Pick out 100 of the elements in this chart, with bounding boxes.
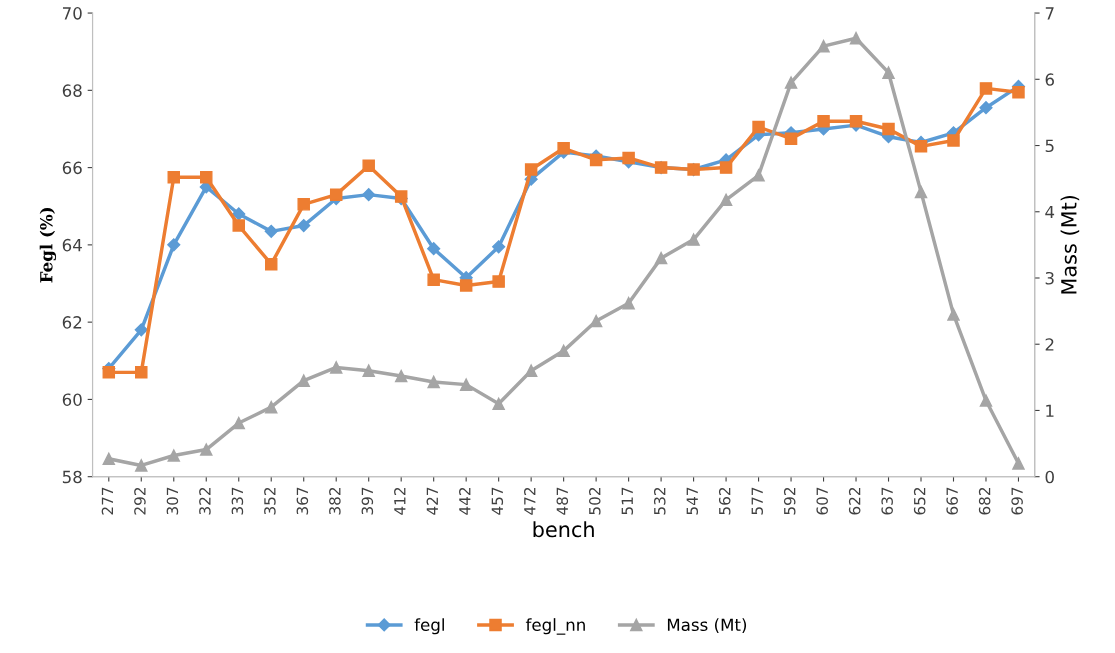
point bbox=[784, 76, 798, 89]
point bbox=[817, 39, 830, 53]
point bbox=[719, 161, 733, 174]
point bbox=[687, 233, 700, 246]
point bbox=[784, 132, 798, 145]
point bbox=[264, 224, 278, 238]
point bbox=[264, 257, 278, 271]
x-tick-label: 277 bbox=[101, 487, 114, 515]
point bbox=[297, 218, 311, 233]
x-tick-label: 352 bbox=[264, 487, 276, 515]
point bbox=[427, 273, 440, 286]
point bbox=[882, 122, 895, 136]
legend-label: fegl bbox=[414, 618, 444, 635]
x-tick-label: 322 bbox=[199, 487, 211, 515]
point bbox=[979, 82, 993, 95]
y-tick-label: 64 bbox=[62, 238, 82, 252]
point bbox=[329, 361, 343, 374]
x-tick-label: 427 bbox=[426, 487, 438, 515]
point bbox=[102, 452, 116, 466]
x-tick-label: 517 bbox=[621, 487, 634, 515]
y-tick-label: 62 bbox=[62, 316, 82, 329]
x-tick-label: 682 bbox=[978, 487, 991, 515]
x-tick-label: 532 bbox=[653, 487, 666, 515]
x-tick-label: 307 bbox=[166, 487, 179, 515]
x-tick-label: 622 bbox=[848, 487, 861, 515]
point bbox=[362, 188, 376, 202]
x-tick-label: 457 bbox=[491, 487, 504, 515]
x-tick-label: 382 bbox=[329, 487, 341, 515]
point bbox=[492, 397, 505, 411]
point bbox=[557, 142, 570, 155]
y2-tick-label: 1 bbox=[1046, 404, 1054, 417]
point bbox=[719, 193, 733, 207]
y2-tick-label: 7 bbox=[1045, 7, 1054, 20]
x-tick-label: 442 bbox=[459, 487, 471, 515]
point bbox=[947, 134, 960, 147]
point bbox=[849, 31, 863, 45]
point bbox=[882, 66, 895, 79]
point bbox=[1012, 86, 1025, 99]
point bbox=[297, 198, 310, 211]
point bbox=[979, 101, 993, 115]
point bbox=[232, 416, 245, 430]
y2-tick-label: 0 bbox=[1045, 470, 1054, 484]
point bbox=[589, 153, 603, 167]
point bbox=[947, 308, 960, 321]
point bbox=[817, 114, 830, 128]
point bbox=[102, 366, 116, 379]
y-tick-label: 60 bbox=[62, 393, 82, 406]
legend-label: fegl_nn bbox=[525, 618, 585, 635]
point bbox=[232, 219, 245, 232]
point bbox=[362, 364, 375, 377]
point bbox=[329, 188, 343, 201]
point bbox=[427, 242, 441, 256]
y2-tick-label: 2 bbox=[1045, 338, 1054, 351]
x-tick-label: 562 bbox=[718, 487, 731, 515]
y2-tick-label: 4 bbox=[1045, 205, 1055, 219]
y2-tick-label: 6 bbox=[1045, 73, 1054, 86]
x-tick-label: 397 bbox=[361, 487, 374, 515]
point bbox=[524, 364, 538, 377]
x-tick-label: 592 bbox=[783, 487, 796, 515]
point bbox=[979, 394, 993, 407]
y-tick-label: 68 bbox=[62, 84, 82, 97]
y2-tick-label: 3 bbox=[1045, 271, 1054, 285]
y2-tick-label: 5 bbox=[1045, 139, 1054, 153]
y-tick-label: 70 bbox=[62, 7, 82, 20]
x-tick-label: 547 bbox=[686, 487, 699, 515]
point bbox=[622, 296, 635, 310]
x-tick-label: 637 bbox=[881, 487, 893, 515]
point bbox=[849, 114, 863, 128]
legend-label: Mass (Mt) bbox=[667, 618, 747, 633]
point bbox=[752, 120, 765, 134]
x-tick-label: 667 bbox=[946, 487, 958, 515]
x-tick-label: 472 bbox=[524, 487, 536, 515]
x-tick-label: 337 bbox=[231, 487, 244, 515]
point bbox=[589, 314, 603, 328]
x-tick-label: 412 bbox=[394, 487, 406, 515]
point bbox=[427, 375, 440, 389]
point bbox=[200, 171, 213, 184]
point bbox=[362, 159, 375, 172]
point bbox=[167, 449, 181, 462]
y2-axis-title: Mass (Mt) bbox=[1060, 195, 1080, 294]
point bbox=[1012, 457, 1025, 470]
x-tick-label: 577 bbox=[751, 487, 763, 515]
point bbox=[459, 279, 473, 292]
point bbox=[135, 459, 148, 472]
point bbox=[492, 240, 506, 254]
point bbox=[622, 151, 635, 165]
x-tick-label: 487 bbox=[556, 487, 569, 515]
y-axis-title: Fegl (%) bbox=[39, 208, 57, 283]
point bbox=[167, 171, 181, 184]
x-axis-title: bench bbox=[533, 521, 594, 538]
point bbox=[557, 344, 570, 358]
y-tick-label: 66 bbox=[62, 161, 82, 175]
x-tick-label: 697 bbox=[1011, 487, 1023, 515]
point bbox=[459, 378, 473, 391]
x-tick-label: 367 bbox=[296, 487, 309, 515]
y-tick-label: 58 bbox=[62, 470, 82, 484]
point bbox=[654, 251, 668, 265]
x-tick-label: 607 bbox=[816, 487, 828, 515]
x-tick-label: 652 bbox=[913, 487, 926, 515]
point bbox=[134, 323, 148, 337]
